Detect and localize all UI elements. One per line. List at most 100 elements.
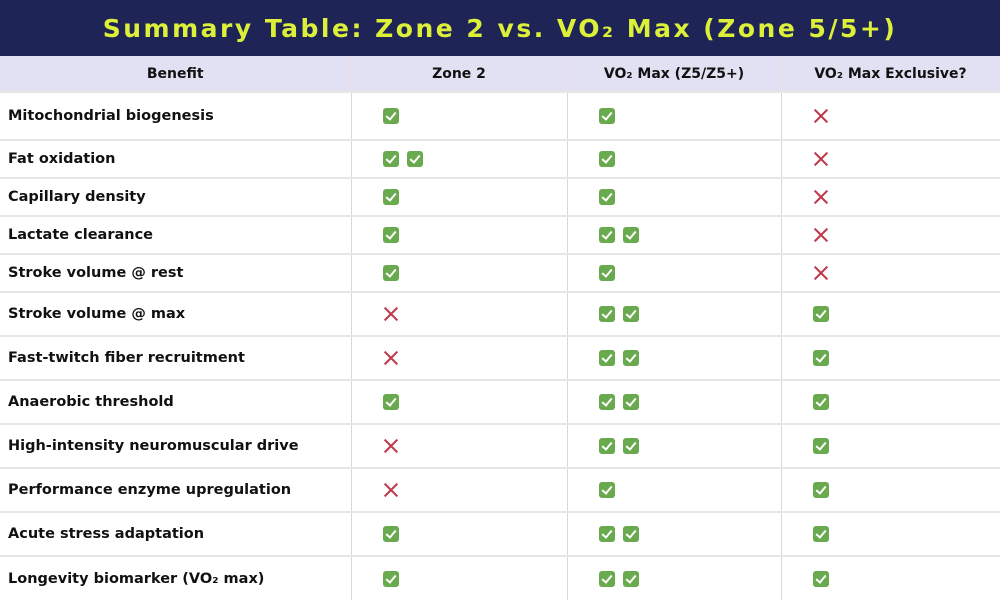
- zone2-cell: [351, 423, 568, 468]
- check-icon: [598, 526, 615, 542]
- check-icon: [622, 570, 639, 587]
- benefit-cell: Fast-twitch fiber recruitment: [0, 335, 352, 380]
- zone2-cell: [351, 253, 568, 292]
- check-icon: [598, 350, 615, 366]
- vo2-cell: [567, 379, 782, 424]
- benefit-cell: High-intensity neuromuscular drive: [0, 423, 352, 468]
- exclusive-cell: [781, 467, 1000, 512]
- zone2-cell: [351, 555, 568, 600]
- header-benefit: Benefit: [0, 56, 352, 92]
- check-icon: [382, 108, 399, 124]
- table-row: Lactate clearance: [0, 215, 1000, 254]
- check-icon: [622, 227, 639, 243]
- vo2-cell: [567, 91, 782, 140]
- check-icon: [382, 189, 399, 205]
- table-row: Stroke volume @ rest: [0, 253, 1000, 292]
- vo2-cell: [567, 253, 782, 292]
- cross-icon: [813, 265, 829, 281]
- exclusive-cell: [781, 177, 1000, 216]
- zone2-cell: [351, 379, 568, 424]
- check-icon: [622, 350, 639, 366]
- check-icon: [382, 265, 399, 281]
- cross-icon: [813, 151, 829, 167]
- zone2-cell: [351, 91, 568, 140]
- zone2-cell: [351, 511, 568, 556]
- exclusive-cell: [781, 555, 1000, 600]
- header-row: Benefit Zone 2 VO₂ Max (Z5/Z5+) VO₂ Max …: [0, 56, 1000, 92]
- check-icon: [598, 438, 615, 454]
- zone2-cell: [351, 467, 568, 512]
- table-row: Acute stress adaptation: [0, 511, 1000, 556]
- exclusive-cell: [781, 139, 1000, 178]
- exclusive-cell: [781, 423, 1000, 468]
- vo2-cell: [567, 139, 782, 178]
- table-row: High-intensity neuromuscular drive: [0, 423, 1000, 468]
- zone2-cell: [351, 291, 568, 336]
- vo2-cell: [567, 511, 782, 556]
- benefit-cell: Lactate clearance: [0, 215, 352, 254]
- cross-icon: [383, 306, 399, 322]
- benefit-cell: Stroke volume @ max: [0, 291, 352, 336]
- exclusive-cell: [781, 511, 1000, 556]
- check-icon: [598, 306, 615, 322]
- cross-icon: [813, 108, 829, 124]
- check-icon: [598, 394, 615, 410]
- check-icon: [382, 227, 399, 243]
- check-icon: [812, 306, 829, 322]
- check-icon: [812, 482, 829, 498]
- check-icon: [382, 151, 399, 167]
- zone2-cell: [351, 215, 568, 254]
- check-icon: [812, 526, 829, 542]
- benefit-cell: Anaerobic threshold: [0, 379, 352, 424]
- check-icon: [622, 526, 639, 542]
- check-icon: [598, 108, 615, 124]
- table-row: Longevity biomarker (VO₂ max): [0, 555, 1000, 600]
- exclusive-cell: [781, 379, 1000, 424]
- vo2-cell: [567, 423, 782, 468]
- check-icon: [598, 151, 615, 167]
- check-icon: [812, 438, 829, 454]
- header-zone2: Zone 2: [351, 56, 568, 92]
- vo2-cell: [567, 291, 782, 336]
- check-icon: [598, 227, 615, 243]
- cross-icon: [383, 438, 399, 454]
- check-icon: [598, 482, 615, 498]
- exclusive-cell: [781, 253, 1000, 292]
- check-icon: [812, 394, 829, 410]
- header-exclusive: VO₂ Max Exclusive?: [781, 56, 1000, 92]
- benefit-cell: Acute stress adaptation: [0, 511, 352, 556]
- page-title: Summary Table: Zone 2 vs. VO₂ Max (Zone …: [0, 0, 1000, 56]
- benefit-cell: Stroke volume @ rest: [0, 253, 352, 292]
- zone2-cell: [351, 335, 568, 380]
- benefit-cell: Fat oxidation: [0, 139, 352, 178]
- check-icon: [622, 438, 639, 454]
- exclusive-cell: [781, 91, 1000, 140]
- cross-icon: [813, 227, 829, 243]
- benefit-cell: Longevity biomarker (VO₂ max): [0, 555, 352, 600]
- check-icon: [812, 350, 829, 366]
- check-icon: [382, 526, 399, 542]
- exclusive-cell: [781, 335, 1000, 380]
- vo2-cell: [567, 215, 782, 254]
- check-icon: [382, 394, 399, 410]
- check-icon: [598, 570, 615, 587]
- check-icon: [622, 306, 639, 322]
- table-row: Stroke volume @ max: [0, 291, 1000, 336]
- exclusive-cell: [781, 215, 1000, 254]
- check-icon: [812, 570, 829, 587]
- table-row: Capillary density: [0, 177, 1000, 216]
- vo2-cell: [567, 467, 782, 512]
- summary-table: Benefit Zone 2 VO₂ Max (Z5/Z5+) VO₂ Max …: [0, 56, 1000, 600]
- table-row: Performance enzyme upregulation: [0, 467, 1000, 512]
- zone2-cell: [351, 177, 568, 216]
- check-icon: [382, 570, 399, 587]
- table-row: Anaerobic threshold: [0, 379, 1000, 424]
- check-icon: [598, 189, 615, 205]
- vo2-cell: [567, 555, 782, 600]
- vo2-cell: [567, 335, 782, 380]
- header-vo2max: VO₂ Max (Z5/Z5+): [567, 56, 782, 92]
- cross-icon: [813, 189, 829, 205]
- check-icon: [598, 265, 615, 281]
- table-row: Fast-twitch fiber recruitment: [0, 335, 1000, 380]
- exclusive-cell: [781, 291, 1000, 336]
